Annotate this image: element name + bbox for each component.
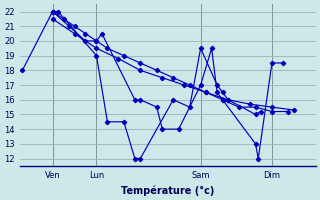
X-axis label: Température (°c): Température (°c) — [121, 185, 214, 196]
